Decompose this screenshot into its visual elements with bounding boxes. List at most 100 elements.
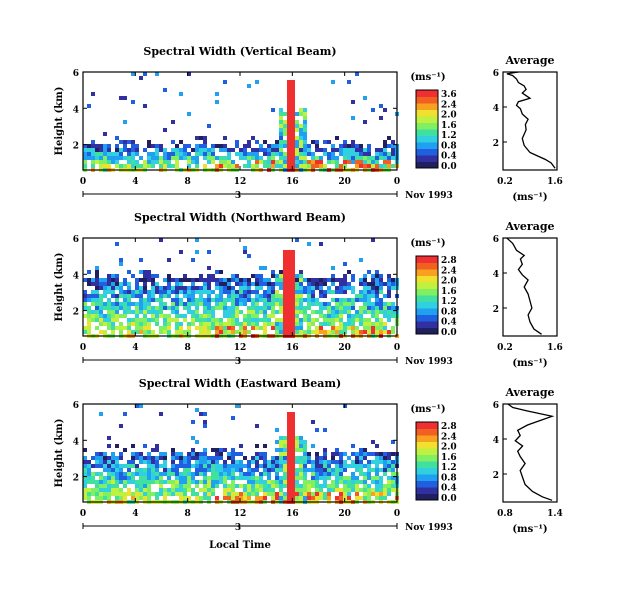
- heatmap-cell: [323, 322, 327, 326]
- heatmap-cell: [187, 456, 191, 460]
- heatmap-cell: [179, 152, 183, 156]
- heatmap-cell: [211, 326, 215, 330]
- heatmap-cell: [91, 318, 95, 322]
- heatmap-cell: [295, 128, 299, 132]
- heatmap-cell: [375, 460, 379, 464]
- colorbar-tick-label: 2.0: [441, 277, 457, 287]
- y-tick-label: 2: [73, 474, 79, 484]
- heatmap-cell: [119, 262, 123, 266]
- heatmap-cell: [391, 440, 395, 444]
- heatmap-cell: [339, 476, 343, 480]
- heatmap-cell: [147, 152, 151, 156]
- colorbar-segment: [416, 116, 438, 123]
- heatmap-cell: [83, 468, 87, 472]
- heatmap-cell: [151, 152, 155, 156]
- heatmap-cell: [179, 452, 183, 456]
- heatmap-cell: [271, 164, 275, 168]
- heatmap-cell: [267, 480, 271, 484]
- heatmap-cell: [235, 468, 239, 472]
- heatmap-cell: [263, 322, 267, 326]
- x-axis-label: Local Time: [209, 540, 271, 551]
- heatmap-cell: [347, 298, 351, 302]
- heatmap-cell: [339, 488, 343, 492]
- heatmap-cell: [111, 294, 115, 298]
- colorbar-segment: [416, 314, 438, 322]
- heatmap-cell: [339, 456, 343, 460]
- heatmap-cell: [271, 290, 275, 294]
- heatmap-cell: [243, 318, 247, 322]
- colorbar-segment: [416, 454, 438, 462]
- heatmap-cell: [83, 492, 87, 496]
- heatmap-cell: [155, 492, 159, 496]
- heatmap-cell: [287, 412, 291, 416]
- heatmap-cell: [331, 290, 335, 294]
- heatmap-cell: [231, 298, 235, 302]
- heatmap-cell: [267, 476, 271, 480]
- heatmap-cell: [187, 112, 191, 116]
- heatmap-cell: [279, 278, 283, 282]
- heatmap-cell: [307, 326, 311, 330]
- heatmap-cell: [387, 156, 391, 160]
- heatmap-cell: [179, 488, 183, 492]
- heatmap-cell: [143, 330, 147, 334]
- heatmap-cell: [163, 286, 167, 290]
- heatmap-panel-2: Spectral Width (Northward Beam)0 4 8 12 16 20…: [54, 211, 457, 367]
- heatmap-cell: [95, 286, 99, 290]
- heatmap-cell: [199, 468, 203, 472]
- heatmap-cell: [95, 274, 99, 278]
- heatmap-cell: [323, 456, 327, 460]
- heatmap-cell: [263, 314, 267, 318]
- heatmap-cell: [83, 488, 87, 492]
- heatmap-cell: [343, 262, 347, 266]
- heatmap-cell: [371, 274, 375, 278]
- heatmap-cell: [143, 72, 147, 76]
- heatmap-cell: [291, 92, 295, 96]
- heatmap-cell: [327, 468, 331, 472]
- heatmap-cell: [223, 136, 227, 140]
- heatmap-cell: [171, 120, 175, 124]
- heatmap-cell: [135, 456, 139, 460]
- heatmap-cell: [307, 496, 311, 500]
- heatmap-cell: [279, 448, 283, 452]
- heatmap-cell: [311, 282, 315, 286]
- heatmap-cell: [271, 456, 275, 460]
- heatmap-cell: [335, 136, 339, 140]
- heatmap-cell: [355, 294, 359, 298]
- heatmap-cell: [91, 290, 95, 294]
- heatmap-cell: [123, 148, 127, 152]
- heatmap-cell: [283, 298, 287, 302]
- heatmap-cell: [211, 472, 215, 476]
- heatmap-cell: [387, 144, 391, 148]
- heatmap-cell: [223, 472, 227, 476]
- heatmap-cell: [151, 160, 155, 164]
- heatmap-cell: [107, 436, 111, 440]
- heatmap-cell: [231, 452, 235, 456]
- heatmap-cell: [119, 96, 123, 100]
- heatmap-cell: [279, 476, 283, 480]
- heatmap-cell: [239, 468, 243, 472]
- heatmap-cell: [359, 298, 363, 302]
- heatmap-cell: [215, 456, 219, 460]
- heatmap-cell: [319, 164, 323, 168]
- heatmap-cell: [163, 322, 167, 326]
- heatmap-cell: [127, 326, 131, 330]
- heatmap-cell: [223, 330, 227, 334]
- heatmap-cell: [115, 160, 119, 164]
- heatmap-cell: [387, 302, 391, 306]
- heatmap-cell: [311, 496, 315, 500]
- heatmap-cell: [279, 322, 283, 326]
- heatmap-cell: [367, 464, 371, 468]
- heatmap-cell: [379, 318, 383, 322]
- heatmap-cell: [275, 480, 279, 484]
- heatmap-cell: [151, 282, 155, 286]
- heatmap-cell: [195, 164, 199, 168]
- heatmap-cell: [87, 460, 91, 464]
- heatmap-cell: [171, 484, 175, 488]
- heatmap-cell: [267, 298, 271, 302]
- heatmap-cell: [203, 452, 207, 456]
- heatmap-cell: [135, 310, 139, 314]
- heatmap-cell: [243, 152, 247, 156]
- heatmap-cell: [103, 452, 107, 456]
- heatmap-cell: [83, 156, 87, 160]
- panel-title: Spectral Width (Eastward Beam): [139, 377, 341, 390]
